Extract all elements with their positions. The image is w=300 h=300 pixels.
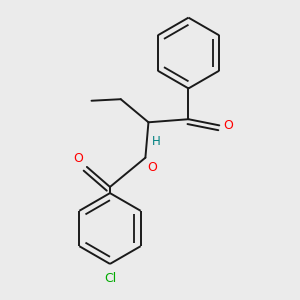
Text: O: O xyxy=(223,119,233,132)
Text: O: O xyxy=(73,152,83,165)
Text: H: H xyxy=(152,135,160,148)
Text: Cl: Cl xyxy=(104,272,116,285)
Text: O: O xyxy=(147,161,157,174)
